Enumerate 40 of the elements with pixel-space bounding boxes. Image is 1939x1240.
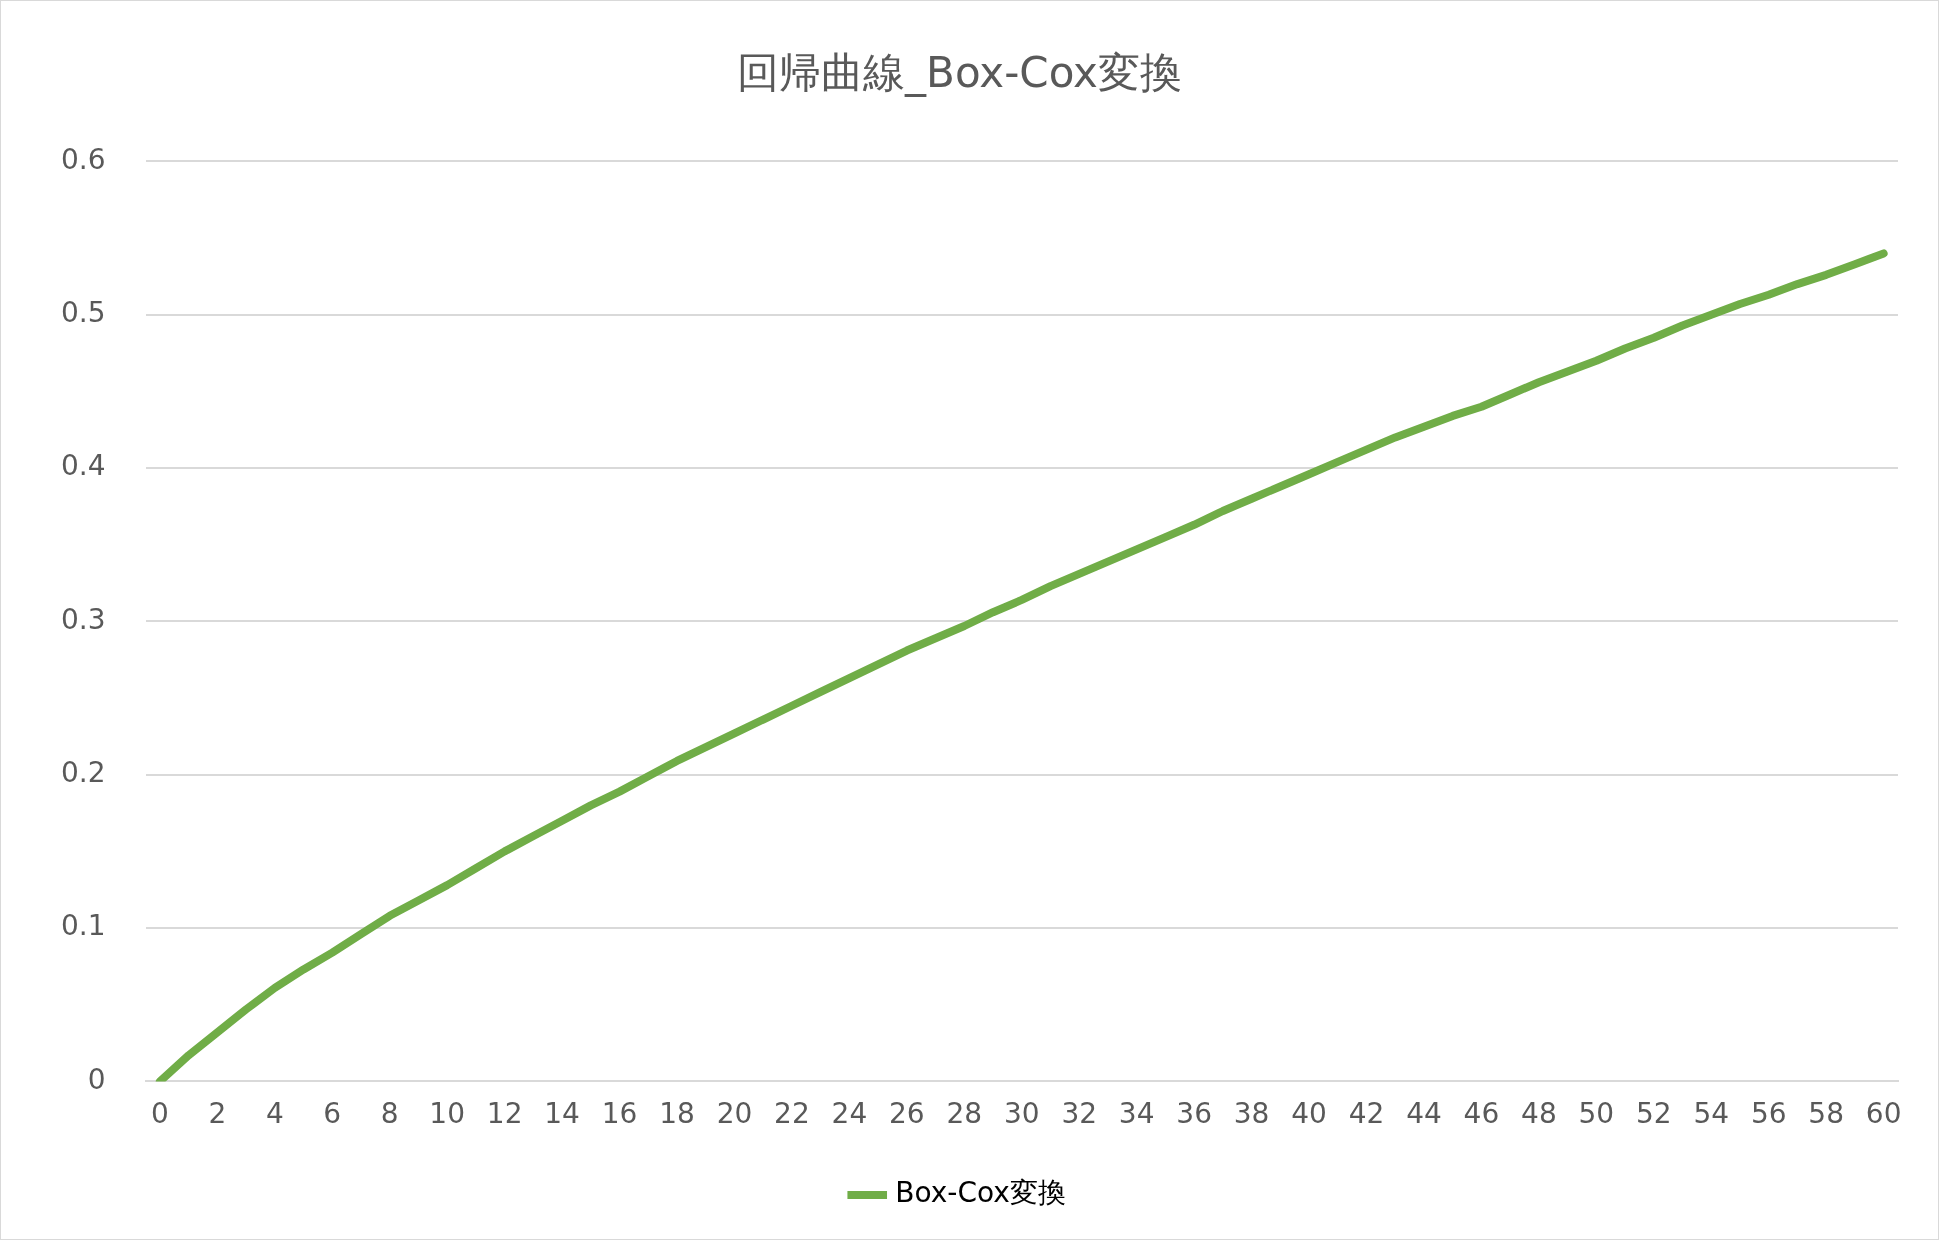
y-tick-label: 0.2 <box>61 756 106 790</box>
x-tick-label: 20 <box>716 1097 753 1131</box>
legend-label: Box-Cox変換 <box>895 1176 1066 1210</box>
x-tick-label: 0 <box>150 1097 169 1131</box>
x-tick-label: 48 <box>1521 1097 1557 1131</box>
x-tick-label: 8 <box>380 1097 399 1131</box>
x-tick-label: 16 <box>601 1097 638 1131</box>
x-tick-label: 60 <box>1865 1097 1902 1131</box>
x-tick-label: 32 <box>1061 1097 1098 1131</box>
y-tick-label: 0.1 <box>61 909 106 943</box>
x-tick-label: 40 <box>1291 1097 1327 1131</box>
x-tick-label: 18 <box>659 1097 695 1131</box>
x-tick-label: 42 <box>1348 1097 1385 1131</box>
chart-title: 回帰曲線_Box-Cox変換 <box>737 48 1182 98</box>
x-tick-label: 22 <box>774 1097 810 1131</box>
x-tick-label: 26 <box>889 1097 925 1131</box>
x-tick-label: 2 <box>208 1097 227 1131</box>
x-tick-label: 10 <box>429 1097 465 1131</box>
x-tick-label: 52 <box>1635 1097 1672 1131</box>
x-tick-label: 28 <box>946 1097 983 1131</box>
x-tick-label: 34 <box>1118 1097 1155 1131</box>
x-tick-label: 24 <box>831 1097 868 1131</box>
x-tick-label: 44 <box>1406 1097 1442 1131</box>
x-tick-label: 46 <box>1463 1097 1500 1131</box>
x-tick-label: 14 <box>544 1097 580 1131</box>
x-tick-label: 38 <box>1233 1097 1270 1131</box>
x-tick-label: 56 <box>1750 1097 1787 1131</box>
x-tick-label: 36 <box>1176 1097 1212 1131</box>
x-tick-label: 30 <box>1003 1097 1040 1131</box>
y-tick-label: 0.6 <box>61 142 106 176</box>
x-tick-label: 54 <box>1693 1097 1730 1131</box>
y-tick-label: 0.5 <box>61 296 106 330</box>
y-tick-label: 0 <box>87 1062 106 1096</box>
y-tick-label: 0.3 <box>61 602 106 636</box>
x-tick-label: 58 <box>1808 1097 1844 1131</box>
y-tick-label: 0.4 <box>61 449 106 483</box>
x-tick-label: 12 <box>486 1097 523 1131</box>
x-tick-label: 6 <box>323 1097 342 1131</box>
x-tick-label: 50 <box>1578 1097 1615 1131</box>
x-tick-label: 4 <box>265 1097 284 1131</box>
